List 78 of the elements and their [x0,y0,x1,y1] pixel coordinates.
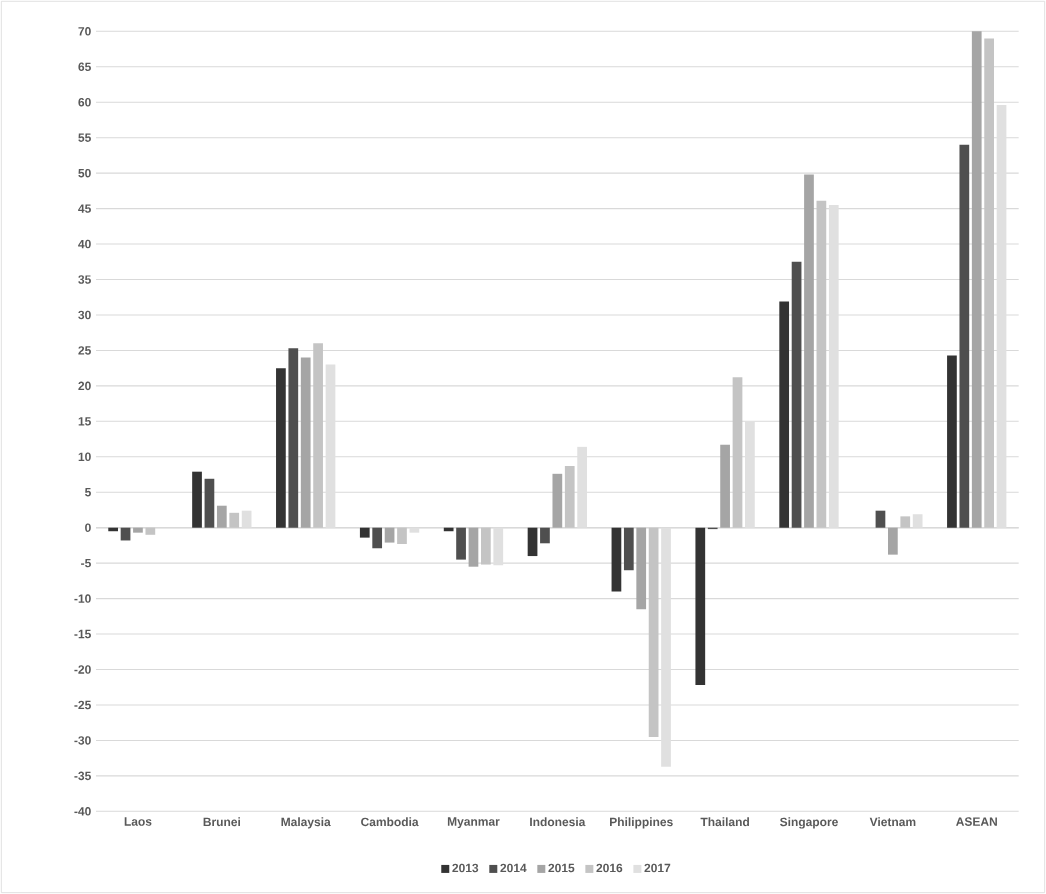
y-tick-label: 15 [78,417,91,426]
bar [720,444,730,528]
bar [779,301,790,528]
bar [133,527,143,533]
y-tick-label: -35 [74,771,91,781]
bar [791,261,802,528]
bar [540,527,550,544]
y-tick-label: -20 [74,665,91,674]
bar [480,527,491,565]
y-tick-label: 0 [85,523,91,532]
x-tick-label: Vietnam [869,817,916,827]
bar [611,527,622,592]
y-tick-label: 5 [85,488,91,497]
bar [300,357,311,528]
bar [552,473,563,528]
bar [636,527,647,610]
y-tick-label: -10 [74,594,91,603]
y-tick-label: 70 [78,27,91,36]
y-tick-label: -5 [81,558,91,568]
legend-label: 2015 [548,863,575,873]
y-tick-label: -30 [74,736,91,745]
bar [804,174,814,528]
legend-label: 2014 [500,863,527,873]
bar [397,527,407,545]
bar [229,512,240,528]
y-tick-label: 60 [78,97,91,107]
x-tick-label: Myanmar [447,817,500,829]
y-tick-label: -40 [74,807,91,816]
x-tick-label: Brunei [203,817,240,827]
y-tick-label: 40 [78,239,91,249]
x-tick-label: Philippines [610,817,673,829]
bar [288,348,299,528]
bar [276,368,286,528]
bar [384,527,395,543]
bar [887,527,898,555]
bar [984,38,994,528]
bar [816,200,827,528]
bar [456,527,466,560]
y-tick-label: 45 [78,204,91,213]
bar [192,471,202,528]
bar [648,527,659,737]
y-tick-label: 50 [78,168,91,178]
x-tick-label: Indonesia [530,817,586,827]
y-tick-label: 65 [78,62,91,72]
bar [959,144,970,528]
bar [900,516,911,528]
bar [947,355,957,528]
bar [145,527,156,535]
bar [468,527,479,567]
y-tick-label: 35 [78,275,91,284]
bar [359,527,370,538]
x-tick-label: Laos [124,817,152,826]
x-tick-label: Malaysia [281,817,331,829]
bar [564,466,575,528]
y-tick-label: 25 [78,346,91,355]
x-tick-label: ASEAN [956,817,997,826]
x-tick-label: Singapore [780,817,838,829]
y-tick-label: 55 [78,133,91,142]
bar [527,527,538,557]
bar [732,377,743,528]
legend-label: 2016 [596,863,623,873]
x-tick-label: Thailand [700,817,749,827]
y-tick-label: -25 [74,700,91,710]
legend-label: 2013 [452,863,479,873]
y-tick-label: 30 [78,310,91,320]
bar [204,478,215,528]
bar [971,31,982,528]
y-tick-label: -15 [74,629,91,639]
bar [695,527,706,686]
bar [313,343,323,528]
x-tick-label: Cambodia [361,817,419,827]
y-tick-label: 20 [78,381,91,391]
bar [372,527,383,549]
legend-label: 2017 [644,863,671,873]
bar [623,527,634,571]
bar [875,510,886,528]
bar [216,505,227,528]
y-tick-label: 10 [78,452,91,462]
